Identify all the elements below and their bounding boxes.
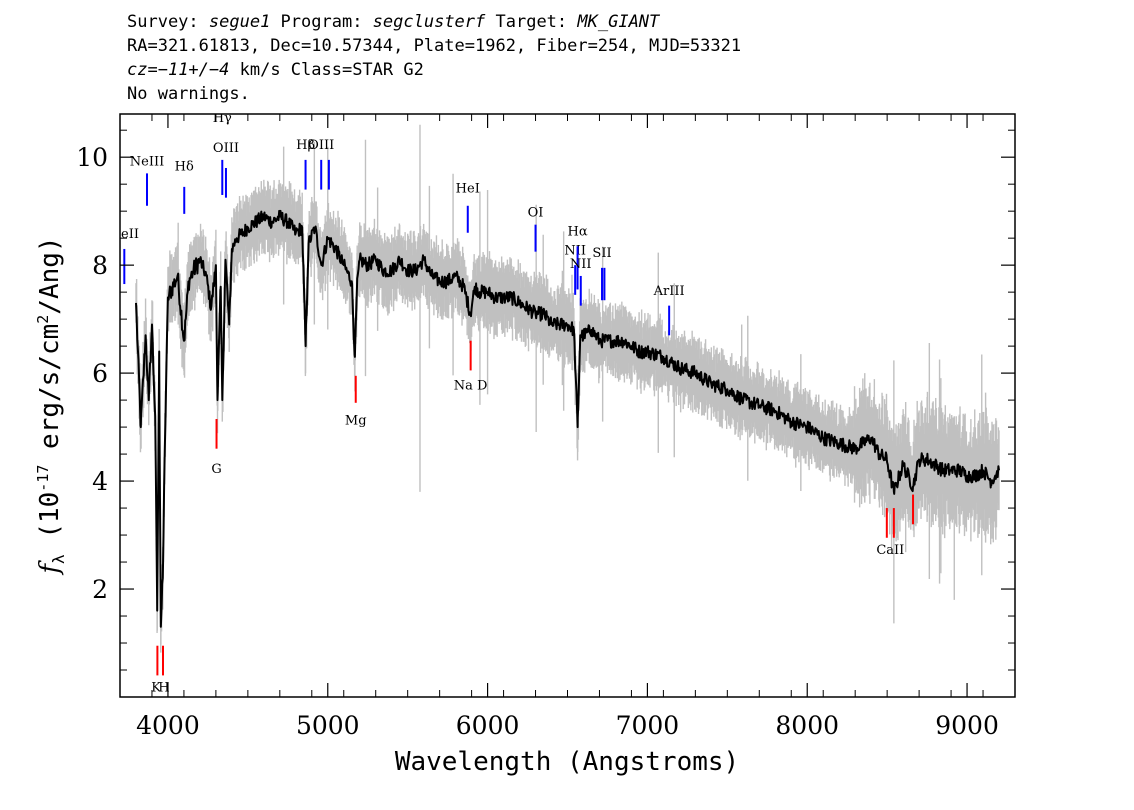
axis-ticks: 4000 5000 6000 7000 8000 9000 2 4 6 8 10 [76,114,1016,740]
emission-line-label: Hβ [296,138,315,153]
program-label: Program: [270,12,373,32]
emission-line-label: OIII [213,141,239,156]
emission-line-label: Hα [568,224,588,239]
header-line-redshift: cz=−11+/−4 km/s Class=STAR G2 [127,58,741,82]
emission-line-label: NeIII [130,154,164,169]
survey-label: Survey: [127,12,209,32]
emission-line-label: NII [570,257,592,272]
y-tick-label: 8 [92,251,108,280]
y-tick-label: 6 [92,359,108,388]
header-line-survey: Survey: segue1 Program: segclusterf Targ… [127,10,741,34]
absorption-line-label: K [151,681,161,696]
x-axis-title: Wavelength (Angstroms) [395,747,739,777]
emission-line-label: OI [528,206,544,221]
absorption-line-label: Na D [454,378,488,393]
flux-line [135,209,1000,628]
emission-line-label: SII [592,246,611,261]
header-line-coordinates: RA=321.61813, Dec=10.57344, Plate=1962, … [127,36,742,56]
x-tick-label: 8000 [775,711,839,740]
class-text: km/s Class=STAR G2 [229,60,424,80]
emission-line-label: HeI [456,181,480,196]
emission-line-label: NII [564,243,586,258]
target-label: Target: [485,12,578,32]
absorption-line-label: CaII [876,543,904,558]
emission-line-label: NeII [110,227,139,242]
x-tick-label: 7000 [616,711,680,740]
cz-label: cz [127,60,148,80]
absorption-line-label: G [211,462,221,477]
y-tick-label: 2 [92,575,108,604]
absorption-line-label: H [158,681,169,696]
flux-series [135,209,1000,628]
x-tick-label: 9000 [935,711,999,740]
target-value: MK_GIANT [577,12,660,32]
absorption-line-label: Mg [345,413,367,428]
survey-value: segue1 [208,12,271,32]
spectrum-header: Survey: segue1 Program: segclusterf Targ… [127,10,741,106]
cz-value: =−11+/−4 [147,60,230,80]
emission-line-label: OIII [308,138,334,153]
x-tick-label: 6000 [456,711,520,740]
y-axis-title: fλ (10-17 erg/s/cm2/Ang) [34,236,68,575]
emission-line-label: Hδ [175,160,194,175]
emission-line-label: Hγ [213,111,232,126]
x-tick-label: 4000 [136,711,200,740]
y-tick-label: 10 [76,143,108,172]
noise-band [135,124,1000,653]
x-tick-label: 5000 [296,711,360,740]
header-line-warnings: No warnings. [127,84,250,104]
emission-line-label: ArIII [653,284,685,299]
program-value: segclusterf [372,12,486,32]
y-tick-label: 4 [92,467,108,496]
